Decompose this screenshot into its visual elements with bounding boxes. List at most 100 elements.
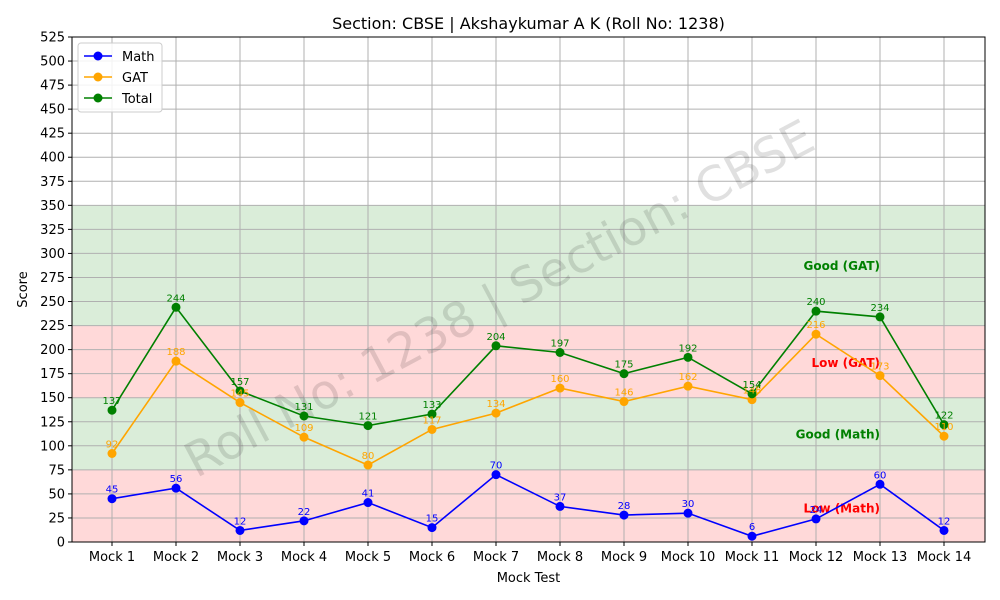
math-data-label: 37 (554, 492, 567, 503)
x-tick-label: Mock 11 (725, 550, 780, 565)
plot-frame (71, 36, 986, 543)
y-tick-label: 375 (40, 175, 65, 190)
total-data-label: 157 (230, 377, 249, 388)
y-tick-label: 425 (40, 127, 65, 142)
y-tick-label: 175 (40, 367, 65, 382)
gat-data-label: 117 (422, 415, 441, 426)
gat-data-label: 110 (934, 422, 953, 433)
math-line (111, 473, 945, 538)
data-labels: 45 56 12 22 41 15 70 37 28 30 6 24 60 12 92 188 145 109 80… (102, 293, 953, 533)
math-point (875, 479, 885, 489)
y-tick-label: 0 (57, 536, 65, 551)
gat-data-label: 188 (166, 347, 185, 358)
total-point (491, 341, 501, 351)
math-data-label: 60 (874, 470, 887, 481)
y-tick-label: 300 (40, 247, 65, 262)
gat-point (555, 383, 565, 393)
gat-data-label: 160 (550, 374, 569, 385)
x-tick-label: Mock 9 (601, 550, 647, 565)
x-tick-label: Mock 10 (661, 550, 716, 565)
total-point (683, 352, 693, 362)
series-lines (107, 302, 949, 541)
gat-point (107, 449, 117, 459)
gat-point (299, 432, 309, 442)
total-point (107, 405, 117, 415)
x-tick-label: Mock 6 (409, 550, 455, 565)
math-point (235, 525, 245, 535)
total-data-label: 204 (486, 332, 505, 343)
gat-point (619, 397, 629, 407)
math-point (491, 470, 501, 480)
math-data-label: 28 (618, 501, 631, 512)
x-tick-label: Mock 4 (281, 550, 327, 565)
gat-line (111, 333, 945, 466)
gat-point (363, 460, 373, 470)
total-point (363, 421, 373, 431)
math-data-label: 24 (810, 505, 823, 516)
total-data-label: 133 (422, 400, 441, 411)
y-axis-ticks: 0 25 50 75 100 125 150 175 200 225 250 275 300 325 350… (40, 31, 72, 551)
gat-data-label: 92 (106, 440, 119, 451)
total-point (939, 420, 949, 430)
band-label-1: Good (Math) (796, 427, 880, 441)
score-bands (72, 205, 985, 542)
total-point (171, 302, 181, 312)
x-tick-label: Mock 3 (217, 550, 263, 565)
math-data-label: 45 (106, 485, 119, 496)
total-point (875, 312, 885, 322)
gat-point (939, 431, 949, 441)
gat-point (683, 381, 693, 391)
y-tick-label: 150 (40, 391, 65, 406)
gat-point (875, 371, 885, 381)
band-label-2: Low (GAT) (811, 356, 880, 370)
math-point (427, 523, 437, 533)
legend-total-marker (93, 93, 103, 103)
legend-math-marker (93, 51, 103, 61)
total-data-label: 175 (614, 360, 633, 371)
x-tick-label: Mock 8 (537, 550, 583, 565)
y-axis-title: Score (16, 271, 31, 307)
math-point (107, 494, 117, 504)
total-point (235, 386, 245, 396)
math-data-label: 12 (234, 516, 247, 527)
math-point (619, 510, 629, 520)
total-data-label: 122 (934, 411, 953, 422)
math-data-label: 22 (298, 507, 311, 518)
legend: Math GAT Total (77, 42, 163, 113)
total-line (111, 305, 945, 427)
total-point (619, 369, 629, 379)
gat-data-label: 109 (294, 423, 313, 434)
math-data-label: 30 (682, 499, 695, 510)
y-tick-label: 225 (40, 319, 65, 334)
band-0 (72, 469, 985, 542)
math-point (363, 498, 373, 508)
gat-data-label: 173 (870, 362, 889, 373)
band-2 (72, 325, 985, 398)
y-tick-label: 525 (40, 31, 65, 46)
math-data-label: 56 (170, 474, 183, 485)
band-label-0: Low (Math) (804, 501, 880, 515)
y-tick-label: 50 (48, 487, 65, 502)
legend-total-label: Total (121, 92, 152, 107)
x-tick-label: Mock 7 (473, 550, 519, 565)
legend-gat-label: GAT (122, 71, 148, 86)
total-data-label: 244 (166, 293, 185, 304)
gat-data-label: 148 (742, 386, 761, 397)
chart-title: Section: CBSE | Akshaykumar A K (Roll No… (332, 14, 725, 33)
math-data-label: 41 (362, 489, 375, 500)
math-data-label: 15 (426, 514, 439, 525)
y-tick-label: 500 (40, 55, 65, 70)
math-data-label: 12 (938, 516, 951, 527)
gat-point (235, 398, 245, 408)
x-tick-label: Mock 12 (789, 550, 844, 565)
total-point (427, 409, 437, 419)
math-data-label: 70 (490, 461, 503, 472)
x-axis-title: Mock Test (497, 571, 561, 586)
total-point (555, 348, 565, 358)
y-tick-label: 475 (40, 79, 65, 94)
band-3 (72, 205, 985, 326)
band-labels: Low (Math) Good (Math) Low (GAT) Good (GAT) (796, 259, 880, 515)
gat-point (811, 329, 821, 339)
gat-data-label: 145 (230, 389, 249, 400)
